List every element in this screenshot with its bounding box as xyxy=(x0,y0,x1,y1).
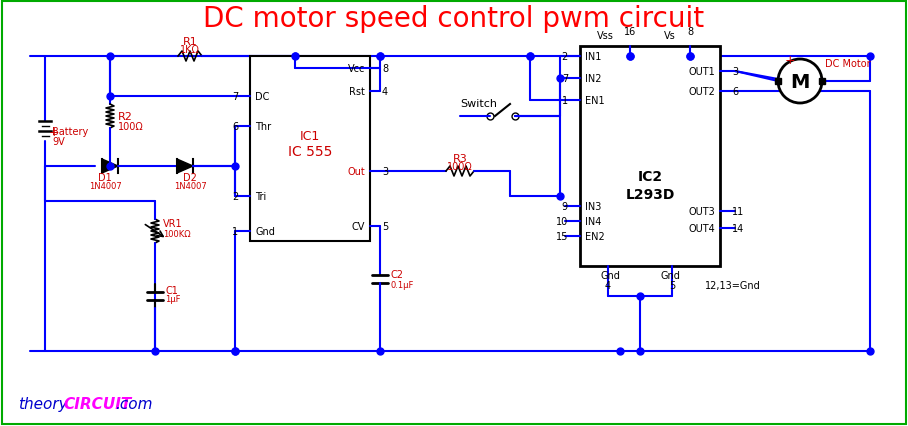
Text: R2: R2 xyxy=(118,112,133,122)
Text: L293D: L293D xyxy=(626,187,675,201)
Text: EN2: EN2 xyxy=(585,231,605,242)
Text: 1N4007: 1N4007 xyxy=(173,181,206,190)
Text: +: + xyxy=(785,54,795,67)
Text: Gnd: Gnd xyxy=(600,271,620,280)
Text: IN3: IN3 xyxy=(585,201,601,211)
Text: 1µF: 1µF xyxy=(165,294,181,303)
Text: 16: 16 xyxy=(624,27,637,37)
Text: DC: DC xyxy=(255,92,270,102)
Text: 5: 5 xyxy=(382,222,389,231)
Text: OUT2: OUT2 xyxy=(688,87,715,97)
Text: 3: 3 xyxy=(732,67,738,77)
Text: Battery: Battery xyxy=(52,127,88,137)
Text: 2: 2 xyxy=(562,52,568,62)
Text: DC motor speed control pwm circuit: DC motor speed control pwm circuit xyxy=(203,5,705,33)
Text: 100Ω: 100Ω xyxy=(447,161,473,172)
Text: IC2: IC2 xyxy=(637,170,663,184)
Text: OUT1: OUT1 xyxy=(688,67,715,77)
Text: IN2: IN2 xyxy=(585,74,601,84)
Text: 14: 14 xyxy=(732,224,745,233)
Text: 1: 1 xyxy=(562,96,568,106)
Text: Vss: Vss xyxy=(597,31,614,41)
Text: 12,13=Gnd: 12,13=Gnd xyxy=(705,280,761,290)
Text: C1: C1 xyxy=(165,285,178,295)
Text: D1: D1 xyxy=(98,173,112,183)
Text: 4: 4 xyxy=(605,280,611,290)
Text: IC1: IC1 xyxy=(300,130,321,143)
Text: Vcc: Vcc xyxy=(348,64,365,74)
Text: DC Motor: DC Motor xyxy=(825,59,871,69)
Text: Vs: Vs xyxy=(664,31,676,41)
Text: IN1: IN1 xyxy=(585,52,601,62)
Text: 1N4007: 1N4007 xyxy=(89,181,122,190)
Text: 100KΩ: 100KΩ xyxy=(163,230,191,239)
Text: Switch: Switch xyxy=(460,99,497,109)
Text: VR1: VR1 xyxy=(163,219,183,228)
Text: 8: 8 xyxy=(687,27,693,37)
Text: IC 555: IC 555 xyxy=(288,145,332,158)
Text: Rst: Rst xyxy=(349,87,365,97)
Bar xyxy=(250,57,370,242)
Text: theory: theory xyxy=(18,396,67,411)
Text: 6: 6 xyxy=(232,122,238,132)
Text: Tri: Tri xyxy=(255,192,266,201)
Polygon shape xyxy=(177,160,193,173)
Text: 9V: 9V xyxy=(52,137,64,147)
Text: CV: CV xyxy=(351,222,365,231)
Text: 5: 5 xyxy=(669,280,676,290)
Text: 0.1µF: 0.1µF xyxy=(390,280,413,289)
Text: EN1: EN1 xyxy=(585,96,605,106)
Text: OUT4: OUT4 xyxy=(688,224,715,233)
Text: 4: 4 xyxy=(382,87,388,97)
Text: 1: 1 xyxy=(232,227,238,236)
Text: Gnd: Gnd xyxy=(255,227,275,236)
Text: 15: 15 xyxy=(556,231,568,242)
Text: Gnd: Gnd xyxy=(660,271,680,280)
Text: 1KΩ: 1KΩ xyxy=(180,45,200,55)
Text: 11: 11 xyxy=(732,207,745,216)
Polygon shape xyxy=(102,160,118,173)
Text: 3: 3 xyxy=(382,167,388,177)
Text: OUT3: OUT3 xyxy=(688,207,715,216)
Text: 8: 8 xyxy=(382,64,388,74)
Text: CIRCUIT: CIRCUIT xyxy=(63,396,132,411)
Bar xyxy=(580,47,720,266)
Text: 7: 7 xyxy=(562,74,568,84)
Text: 10: 10 xyxy=(556,216,568,227)
Text: 9: 9 xyxy=(562,201,568,211)
Text: 6: 6 xyxy=(732,87,738,97)
Text: 7: 7 xyxy=(232,92,238,102)
Text: R3: R3 xyxy=(452,154,468,164)
Text: Out: Out xyxy=(347,167,365,177)
Text: Thr: Thr xyxy=(255,122,271,132)
Text: .com: .com xyxy=(115,396,153,411)
Text: D2: D2 xyxy=(183,173,197,183)
Text: 100Ω: 100Ω xyxy=(118,122,143,132)
Text: IN4: IN4 xyxy=(585,216,601,227)
Text: C2: C2 xyxy=(390,269,403,279)
Text: R1: R1 xyxy=(183,37,197,47)
Circle shape xyxy=(778,60,822,104)
Text: M: M xyxy=(790,72,810,91)
Text: 2: 2 xyxy=(232,192,238,201)
Text: +: + xyxy=(49,125,60,138)
